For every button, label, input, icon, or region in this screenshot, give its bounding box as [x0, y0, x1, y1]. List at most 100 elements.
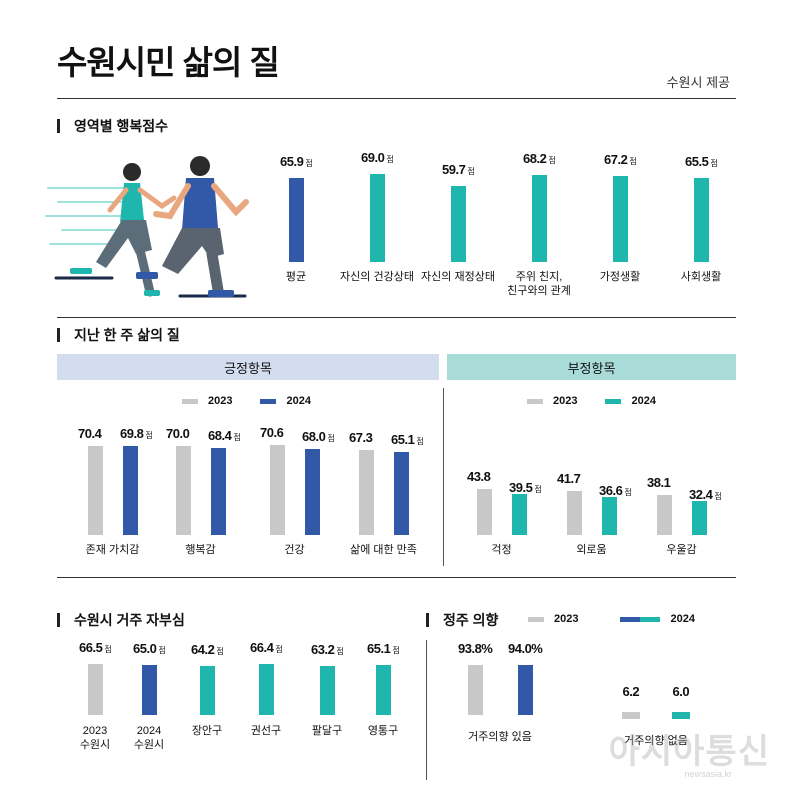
value-text: 70.6	[260, 425, 284, 441]
category-line: 거주의향 있음	[468, 731, 532, 743]
category-line: 2023	[82, 725, 108, 737]
data-label-residence: 65.1 점	[367, 640, 400, 656]
value-text: 93.8%	[458, 641, 493, 657]
unit-text: 점	[416, 437, 424, 447]
category-line: 우울감	[666, 544, 697, 556]
category-label-week: 존재 가치감	[58, 543, 168, 557]
unit-text: 점	[336, 647, 344, 657]
category-label-residence: 2024 수원시	[94, 724, 204, 752]
section-domain-header: 영역별 행복점수	[57, 116, 168, 136]
legend-item-2024: 2024	[620, 613, 695, 625]
bar-residence	[141, 664, 157, 715]
category-line: 자신의 재정상태	[421, 271, 495, 283]
data-label-2023: 43.8	[467, 469, 491, 484]
category-line: 친구와의 관계	[507, 285, 571, 297]
category-line: 사회생활	[680, 271, 722, 283]
value-text: 43.8	[467, 469, 491, 484]
bar-2023	[269, 445, 285, 535]
bar-2023	[467, 665, 483, 715]
data-label-2024: 94.0%	[508, 641, 543, 657]
data-label-2024: 65.1 점	[391, 432, 424, 447]
data-label-2023: 70.4	[78, 426, 102, 441]
legend-label-2023: 2023	[554, 613, 579, 625]
bar-domain	[693, 178, 709, 262]
legend-label-2023: 2023	[553, 395, 578, 407]
value-text: 38.1	[647, 474, 671, 490]
category-label-settle: 거주의향 있음	[445, 730, 555, 744]
section-week-header: 지난 한 주 삶의 질	[57, 325, 180, 345]
section-settle-header: 정주 의향	[426, 610, 498, 630]
positive-band: 긍정항목	[57, 354, 439, 380]
value-text: 64.2	[191, 641, 215, 657]
bar-2024	[393, 452, 409, 535]
unit-text: 점	[233, 433, 241, 443]
category-line: 주위 친지,	[515, 271, 563, 283]
category-label-week: 우울감	[627, 543, 737, 557]
data-label-2023: 70.0	[166, 426, 190, 441]
bar-2024	[304, 448, 320, 535]
bar-2024	[601, 496, 617, 535]
legend-settle: 2023 2024	[528, 613, 723, 625]
value-text: 65.9	[280, 153, 304, 169]
bar-residence	[258, 663, 274, 715]
data-label-2023: 6.2	[623, 684, 640, 699]
legend-negative: 2023 2024	[527, 395, 684, 407]
value-text: 68.2	[523, 150, 547, 166]
positive-band-label: 긍정항목	[224, 360, 272, 376]
legend-item-2024: 2024	[260, 395, 311, 407]
bar-domain	[612, 175, 628, 262]
bar-2023	[476, 489, 492, 535]
section-residence-title: 수원시 거주 자부심	[74, 612, 185, 628]
bar-2024	[517, 665, 533, 715]
bar-2023	[656, 494, 672, 535]
value-text: 59.7	[442, 161, 466, 177]
source-credit: 수원시 제공	[666, 75, 730, 90]
category-line: 수원시	[79, 739, 111, 751]
unit-text: 점	[158, 645, 166, 655]
bar-2023	[87, 445, 103, 535]
category-line: 영통구	[367, 725, 399, 737]
value-text: 65.1	[367, 640, 391, 656]
category-line: 2024	[136, 725, 162, 737]
value-text: 36.6	[599, 482, 623, 498]
unit-text: 점	[714, 491, 722, 501]
unit-text: 점	[386, 154, 394, 164]
data-label-2024: 6.0	[673, 684, 690, 699]
section-domain-title: 영역별 행복점수	[74, 118, 169, 134]
section-divider-2	[57, 577, 736, 578]
unit-text: 점	[624, 487, 632, 497]
category-line: 건강	[284, 544, 305, 556]
legend-swatch-teal	[605, 398, 622, 404]
unit-text: 점	[104, 644, 112, 654]
data-label-2024: 36.6 점	[599, 482, 632, 498]
legend-label-2024: 2024	[286, 395, 311, 407]
legend-item-2023: 2023	[528, 613, 578, 625]
category-line: 팔달구	[311, 725, 343, 737]
bar-2023	[566, 491, 582, 535]
category-line: 걱정	[491, 544, 512, 556]
legend-swatch-gray	[182, 398, 198, 404]
data-label-residence: 63.2 점	[311, 642, 344, 657]
category-line: 삶에 대한 만족	[350, 544, 417, 556]
bar-2023	[175, 446, 191, 535]
bar-domain	[450, 185, 466, 262]
legend-label-2024: 2024	[670, 613, 695, 625]
value-text: 6.2	[622, 684, 640, 700]
category-label-residence: 팔달구	[272, 724, 382, 738]
legend-swatch-gray	[528, 616, 544, 622]
legend-swatch-teal	[640, 616, 661, 622]
unit-text: 점	[305, 158, 313, 168]
legend-item-2023: 2023	[182, 395, 232, 407]
section-marker	[57, 119, 60, 133]
unit-text: 점	[275, 644, 283, 654]
category-line: 수원시	[133, 739, 165, 751]
watermark-sub: newsasia.kr	[684, 769, 732, 779]
data-label-2023: 70.6	[260, 425, 284, 441]
category-label-domain: 자신의 재정상태	[403, 270, 513, 284]
value-text: 94.0%	[508, 641, 543, 657]
title-divider	[57, 98, 736, 99]
bar-residence	[319, 666, 335, 715]
data-label-2024: 69.8 점	[120, 426, 153, 441]
unit-text: 점	[534, 484, 542, 494]
category-label-week: 걱정	[447, 543, 557, 557]
